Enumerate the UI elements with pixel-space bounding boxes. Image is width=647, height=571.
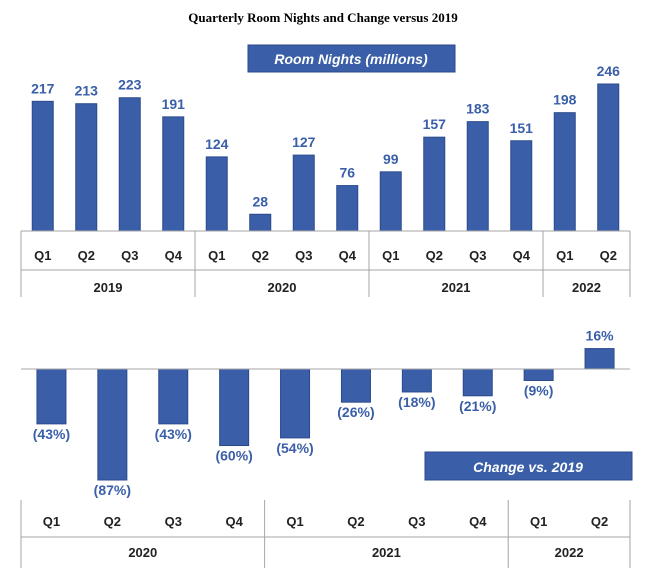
- quarter-tick-label: Q4: [513, 248, 531, 263]
- quarter-tick-label: Q2: [600, 248, 617, 263]
- room-nights-value-label: 127: [292, 134, 316, 150]
- room-nights-value-label: 76: [339, 165, 355, 181]
- room-nights-bar: [510, 140, 533, 232]
- room-nights-bar: [553, 112, 576, 232]
- change-vs-2019-chart: (43%) (87%) (43%) (60%) (54%) (26%) (18%) (21%)…: [20, 328, 633, 568]
- quarter-tick-label: Q1: [208, 248, 225, 263]
- change-bar: [401, 368, 432, 393]
- change-bar: [36, 368, 67, 425]
- change-bar: [462, 368, 493, 397]
- quarter-tick-label: Q3: [165, 514, 182, 529]
- change-value-label: (87%): [94, 482, 131, 498]
- page-title: Quarterly Room Nights and Change versus …: [188, 10, 458, 25]
- quarter-tick-label: Q2: [426, 248, 443, 263]
- room-nights-value-label: 183: [466, 101, 490, 117]
- room-nights-bar: [75, 103, 98, 232]
- change-bar: [158, 368, 189, 425]
- year-group-label: 2021: [372, 545, 401, 560]
- room-nights-value-label: 198: [553, 92, 577, 108]
- room-nights-bar: [466, 121, 489, 232]
- change-value-label: (26%): [337, 404, 374, 420]
- quarter-tick-label: Q3: [121, 248, 138, 263]
- room-nights-value-label: 124: [205, 136, 229, 152]
- change-bar: [340, 368, 371, 403]
- room-nights-chart: Room Nights (millions) 217 213 223 191 124 28…: [20, 44, 631, 297]
- room-nights-bar: [292, 154, 315, 232]
- quarter-tick-label: Q1: [382, 248, 399, 263]
- quarter-tick-label: Q1: [530, 514, 547, 529]
- year-group-label: 2021: [442, 280, 471, 295]
- quarter-tick-label: Q1: [286, 514, 303, 529]
- change-value-label: 16%: [586, 328, 615, 344]
- room-nights-chart-title: Room Nights (millions): [274, 51, 428, 67]
- room-nights-bar: [423, 136, 446, 232]
- quarter-tick-label: Q4: [469, 514, 487, 529]
- room-nights-bar: [205, 156, 228, 232]
- change-chart-title: Change vs. 2019: [473, 459, 583, 475]
- room-nights-value-label: 223: [118, 77, 142, 93]
- change-bar: [523, 368, 554, 381]
- change-title-box: [424, 451, 633, 481]
- change-value-label: (43%): [155, 426, 192, 442]
- room-nights-bar: [31, 100, 54, 232]
- quarter-tick-label: Q2: [104, 514, 121, 529]
- room-nights-bar: [162, 116, 185, 232]
- room-nights-value-label: 213: [75, 83, 99, 99]
- quarter-tick-label: Q3: [469, 248, 486, 263]
- room-nights-bar: [249, 213, 272, 232]
- change-value-label: (43%): [33, 426, 70, 442]
- room-nights-value-label: 157: [423, 116, 447, 132]
- quarter-tick-label: Q2: [591, 514, 608, 529]
- year-group-label: 2022: [555, 545, 584, 560]
- quarter-tick-label: Q1: [556, 248, 573, 263]
- change-bar: [219, 368, 250, 447]
- room-nights-bar: [379, 171, 402, 232]
- room-nights-bar: [118, 97, 141, 232]
- change-bar: [97, 368, 128, 481]
- room-nights-value-label: 246: [597, 63, 621, 79]
- change-value-label: (9%): [524, 382, 554, 398]
- room-nights-bar: [336, 185, 359, 232]
- room-nights-value-label: 28: [252, 193, 268, 209]
- year-group-label: 2019: [94, 280, 123, 295]
- quarter-tick-label: Q4: [225, 514, 243, 529]
- year-group-label: 2022: [572, 280, 601, 295]
- quarter-tick-label: Q3: [408, 514, 425, 529]
- room-nights-value-label: 217: [31, 80, 55, 96]
- room-nights-value-label: 99: [383, 151, 399, 167]
- change-bar: [280, 368, 311, 439]
- quarter-tick-label: Q2: [347, 514, 364, 529]
- room-nights-title-box: [247, 44, 456, 73]
- room-nights-value-label: 151: [510, 120, 534, 136]
- change-value-label: (18%): [398, 394, 435, 410]
- change-bar: [584, 348, 615, 370]
- room-nights-value-label: 191: [162, 96, 186, 112]
- change-value-label: (21%): [459, 398, 496, 414]
- change-value-label: (54%): [276, 440, 313, 456]
- quarter-tick-label: Q1: [43, 514, 60, 529]
- quarter-tick-label: Q4: [339, 248, 357, 263]
- year-group-label: 2020: [128, 545, 157, 560]
- year-group-label: 2020: [268, 280, 297, 295]
- quarter-tick-label: Q4: [165, 248, 183, 263]
- room-nights-bar: [597, 83, 620, 232]
- quarter-tick-label: Q3: [295, 248, 312, 263]
- quarter-tick-label: Q2: [78, 248, 95, 263]
- change-value-label: (60%): [215, 448, 252, 464]
- quarter-tick-label: Q1: [34, 248, 51, 263]
- quarter-tick-label: Q2: [252, 248, 269, 263]
